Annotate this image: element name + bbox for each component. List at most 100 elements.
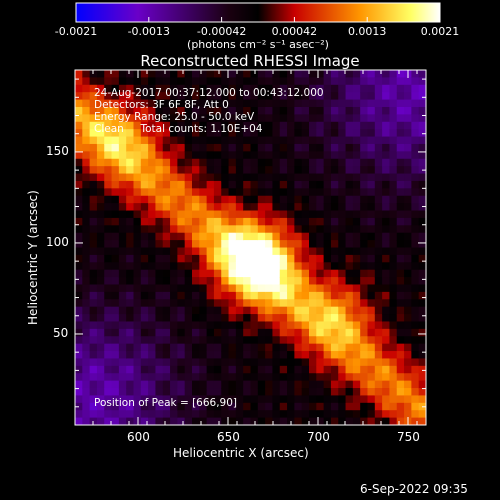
heatmap-cell — [221, 225, 230, 234]
heatmap-cell — [148, 121, 157, 130]
heatmap-cell — [360, 395, 369, 404]
heatmap-cell — [301, 395, 310, 404]
heatmap-cell — [338, 358, 347, 367]
heatmap-cell — [192, 299, 200, 308]
heatmap-cell — [75, 106, 83, 115]
heatmap-cell — [199, 143, 208, 152]
heatmap-cell — [148, 343, 157, 352]
heatmap-cell — [265, 269, 274, 278]
heatmap-cell — [96, 314, 105, 323]
heatmap-cell — [89, 321, 98, 330]
heatmap-cell — [133, 254, 142, 263]
heatmap-cell — [272, 343, 281, 352]
heatmap-cell — [206, 284, 215, 293]
heatmap-cell — [345, 166, 354, 175]
heatmap-cell — [316, 291, 325, 300]
chart-title: Reconstructed RHESSI Image — [140, 52, 360, 70]
heatmap-cell — [257, 306, 266, 315]
heatmap-cell — [250, 77, 259, 86]
heatmap-cell — [177, 77, 186, 86]
heatmap-cell — [82, 106, 91, 115]
heatmap-cell — [184, 314, 193, 323]
heatmap-cell — [309, 269, 317, 278]
heatmap-cell — [250, 92, 259, 101]
heatmap-cell — [382, 203, 391, 212]
heatmap-cell — [279, 410, 288, 419]
heatmap-cell — [294, 70, 303, 78]
heatmap-cell — [192, 380, 200, 389]
heatmap-cell — [155, 291, 164, 300]
heatmap-cell — [155, 262, 164, 271]
heatmap-cell — [170, 166, 178, 175]
heatmap-cell — [396, 328, 405, 337]
heatmap-cell — [75, 351, 83, 360]
heatmap-cell — [126, 328, 135, 337]
heatmap-cell — [330, 373, 339, 382]
heatmap-cell — [352, 254, 361, 263]
heatmap-cell — [155, 70, 164, 78]
heatmap-cell — [389, 269, 398, 278]
heatmap-cell — [389, 373, 398, 382]
heatmap-cell — [221, 195, 230, 204]
heatmap-cell — [382, 225, 391, 234]
heatmap-cell — [206, 336, 215, 345]
heatmap-cell — [309, 395, 317, 404]
heatmap-cell — [367, 254, 376, 263]
heatmap-cell — [133, 247, 142, 256]
heatmap-cell — [75, 269, 83, 278]
heatmap-cell — [96, 343, 105, 352]
heatmap-cell — [133, 84, 142, 93]
heatmap-cell — [89, 380, 98, 389]
heatmap-cell — [338, 395, 347, 404]
heatmap-cell — [330, 321, 339, 330]
heatmap-cell — [184, 262, 193, 271]
heatmap-cell — [235, 247, 244, 256]
heatmap-cell — [148, 314, 157, 323]
heatmap-cell — [140, 114, 149, 123]
heatmap-cell — [316, 247, 325, 256]
heatmap-cell — [250, 417, 259, 425]
heatmap-cell — [213, 166, 222, 175]
heatmap-cell — [170, 143, 178, 152]
heatmap-cell — [418, 240, 426, 249]
heatmap-cell — [257, 188, 266, 197]
heatmap-cell — [294, 173, 303, 182]
heatmap-cell — [279, 388, 288, 397]
heatmap-cell — [206, 180, 215, 189]
heatmap-cell — [140, 410, 149, 419]
heatmap-cell — [367, 70, 376, 78]
heatmap-cell — [396, 84, 405, 93]
heatmap-cell — [184, 373, 193, 382]
heatmap-cell — [133, 136, 142, 145]
heatmap-cell — [301, 284, 310, 293]
heatmap-cell — [104, 188, 113, 197]
heatmap-cell — [126, 380, 135, 389]
heatmap-cell — [287, 395, 295, 404]
heatmap-cell — [396, 380, 405, 389]
heatmap-cell — [228, 77, 237, 86]
heatmap-cell — [330, 129, 339, 138]
heatmap-cell — [272, 262, 281, 271]
heatmap-cell — [82, 247, 91, 256]
heatmap-cell — [170, 173, 178, 182]
heatmap-cell — [192, 269, 200, 278]
heatmap-cell — [170, 343, 178, 352]
heatmap-cell — [133, 121, 142, 130]
heatmap-cell — [374, 203, 383, 212]
heatmap-cell — [206, 195, 215, 204]
heatmap-cell — [177, 114, 186, 123]
heatmap-cell — [382, 291, 391, 300]
heatmap-cell — [243, 70, 252, 78]
heatmap-cell — [199, 106, 208, 115]
heatmap-cell — [111, 195, 120, 204]
heatmap-cell — [111, 114, 120, 123]
heatmap-cell — [338, 106, 347, 115]
heatmap-cell — [294, 92, 303, 101]
heatmap-cell — [257, 203, 266, 212]
heatmap-cell — [345, 277, 354, 286]
heatmap-cell — [111, 321, 120, 330]
heatmap-cell — [323, 380, 332, 389]
heatmap-cell — [279, 373, 288, 382]
heatmap-cell — [411, 203, 420, 212]
heatmap-cell — [199, 151, 208, 160]
